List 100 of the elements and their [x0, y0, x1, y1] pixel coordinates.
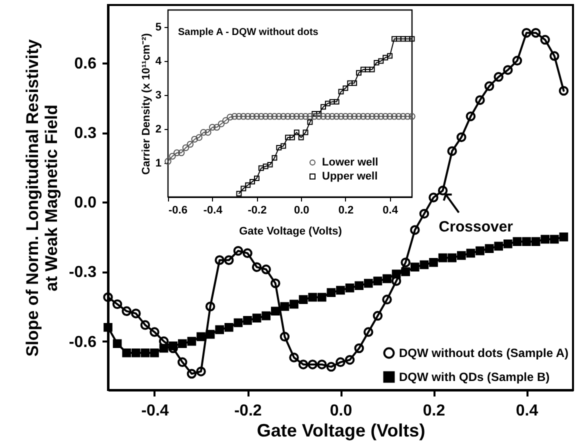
point — [178, 149, 185, 156]
point — [258, 113, 265, 120]
point — [494, 72, 504, 82]
point — [280, 113, 287, 120]
point — [218, 120, 225, 128]
point — [253, 113, 260, 120]
point — [466, 111, 476, 122]
point — [243, 316, 252, 325]
point — [390, 113, 398, 120]
point — [401, 267, 410, 276]
point — [456, 132, 466, 142]
x-tick-label: 0.0 — [330, 402, 352, 420]
point — [540, 34, 550, 45]
point — [289, 352, 299, 362]
point — [345, 284, 354, 292]
point — [307, 119, 313, 125]
point — [258, 165, 264, 171]
point — [484, 81, 494, 92]
point — [254, 176, 260, 182]
point — [131, 348, 140, 358]
annotation: Crossover — [438, 218, 514, 236]
point — [317, 292, 326, 302]
y-tick-label: 4 — [155, 56, 162, 68]
x-tick-label: -0.2 — [234, 402, 262, 420]
point — [540, 234, 550, 244]
x-tick-label: 0.4 — [516, 402, 538, 420]
point — [503, 65, 513, 75]
point — [512, 56, 522, 66]
point — [346, 113, 354, 120]
point — [328, 113, 336, 120]
x-tick-label: -0.6 — [168, 204, 188, 216]
x-axis-title: Gate Voltage (Volts) — [256, 420, 426, 440]
point — [276, 144, 282, 150]
point — [382, 113, 389, 120]
x-tick-label: 0.4 — [382, 204, 399, 216]
point — [419, 208, 430, 219]
point — [270, 306, 280, 316]
point — [378, 113, 384, 120]
point — [531, 237, 540, 246]
point — [178, 339, 187, 348]
point — [382, 294, 392, 304]
point — [324, 113, 332, 120]
point — [250, 178, 256, 184]
point — [213, 124, 220, 131]
point — [302, 113, 309, 120]
point — [456, 251, 466, 260]
point — [214, 255, 224, 265]
point — [280, 332, 290, 342]
point — [245, 182, 251, 188]
x-tick-label: 0.0 — [294, 204, 310, 216]
point — [356, 70, 362, 76]
point — [236, 190, 242, 196]
point — [512, 237, 522, 246]
point — [169, 152, 176, 160]
point — [293, 113, 300, 120]
point — [298, 360, 308, 370]
point — [234, 318, 243, 328]
y-axis-title: Carrier Density (x 10¹¹cm⁻²) — [140, 32, 152, 175]
x-tick-label: -0.4 — [203, 204, 224, 216]
y-tick-label: 3 — [155, 90, 162, 102]
point — [206, 330, 215, 339]
point — [360, 66, 366, 72]
point — [298, 113, 304, 120]
point — [352, 80, 358, 86]
point — [364, 278, 373, 288]
annotation: Sample A - DQW without dots — [178, 27, 319, 38]
point — [186, 368, 197, 379]
point — [302, 130, 308, 136]
point — [354, 343, 364, 354]
point — [364, 66, 370, 72]
point — [252, 262, 262, 272]
point — [326, 362, 336, 372]
point — [396, 36, 402, 42]
point — [208, 124, 216, 131]
point — [272, 155, 278, 161]
point — [311, 113, 318, 120]
point — [231, 113, 238, 120]
point — [387, 53, 393, 59]
point — [240, 186, 246, 192]
point — [409, 36, 415, 42]
point — [289, 134, 295, 140]
point — [324, 100, 330, 106]
point — [400, 258, 410, 268]
y-axis-title: Slope of Norm. Longitudinal Resistivity at Weak Magnetic Field — [22, 38, 61, 357]
y-tick-label: -0.6 — [68, 334, 97, 351]
point — [267, 162, 273, 168]
point — [317, 360, 327, 370]
point — [350, 113, 358, 120]
point — [373, 276, 382, 286]
point — [466, 248, 476, 258]
point — [308, 292, 318, 302]
point — [236, 113, 242, 120]
point — [140, 348, 150, 358]
point — [191, 136, 198, 143]
point — [447, 146, 457, 156]
point — [294, 130, 300, 136]
point — [438, 253, 448, 262]
point — [196, 366, 206, 376]
point — [476, 246, 484, 256]
legend-label: DQW without dots (Sample A) — [399, 346, 569, 360]
